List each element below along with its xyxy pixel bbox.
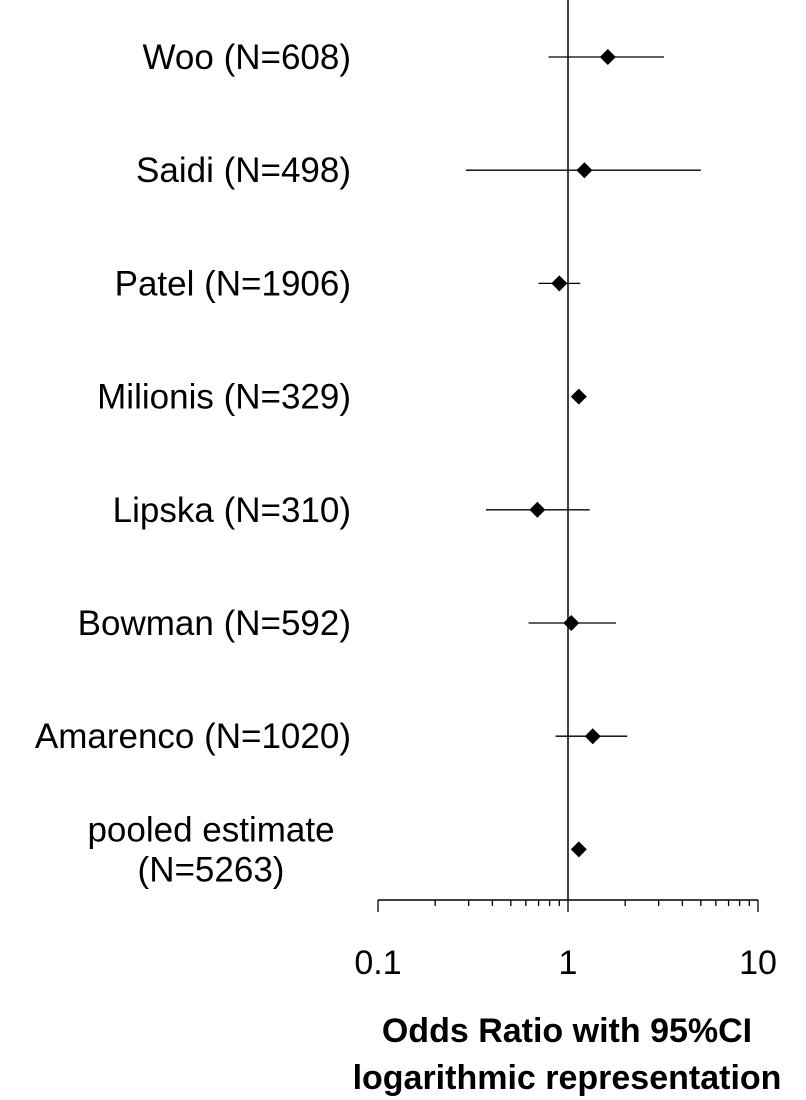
study-row: Bowman (N=592) bbox=[78, 604, 617, 643]
study-row: Milionis (N=329) bbox=[97, 378, 587, 417]
x-axis-title-line-2: logarithmic representation bbox=[353, 1059, 782, 1097]
x-tick-labels: 0.1 1 10 bbox=[354, 944, 777, 982]
x-tick-label: 10 bbox=[739, 944, 777, 982]
x-tick-label: 0.1 bbox=[354, 944, 401, 982]
odds-ratio-marker bbox=[584, 728, 601, 745]
study-label: Bowman (N=592) bbox=[78, 604, 351, 643]
odds-ratio-marker bbox=[563, 615, 580, 631]
study-label: pooled estimate bbox=[87, 810, 334, 849]
study-row: pooled estimate(N=5263) bbox=[87, 810, 587, 889]
odds-ratio-marker bbox=[570, 388, 587, 405]
study-label: Milionis (N=329) bbox=[97, 378, 351, 417]
study-label: Saidi (N=498) bbox=[136, 151, 351, 190]
x-tick-label: 1 bbox=[559, 944, 578, 982]
odds-ratio-marker bbox=[576, 162, 593, 179]
study-row: Patel (N=1906) bbox=[115, 264, 581, 303]
odds-ratio-marker bbox=[551, 275, 568, 292]
study-row: Lipska (N=310) bbox=[113, 491, 590, 530]
odds-ratio-marker bbox=[529, 501, 546, 518]
x-axis-title-line-1: Odds Ratio with 95%CI bbox=[382, 1012, 752, 1050]
study-row: Saidi (N=498) bbox=[136, 151, 701, 190]
study-label: Woo (N=608) bbox=[143, 38, 351, 77]
study-rows: Woo (N=608) Saidi (N=498) Patel (N=1906) Mi… bbox=[35, 38, 701, 889]
study-label: Lipska (N=310) bbox=[113, 491, 351, 530]
odds-ratio-marker bbox=[599, 49, 616, 65]
x-axis-ticks bbox=[377, 900, 759, 912]
study-label: Amarenco (N=1020) bbox=[35, 717, 351, 756]
study-label: (N=5263) bbox=[138, 850, 285, 889]
odds-ratio-marker bbox=[570, 841, 587, 858]
study-label: Patel (N=1906) bbox=[115, 264, 351, 303]
study-row: Amarenco (N=1020) bbox=[35, 717, 628, 756]
study-row: Woo (N=608) bbox=[143, 38, 664, 77]
